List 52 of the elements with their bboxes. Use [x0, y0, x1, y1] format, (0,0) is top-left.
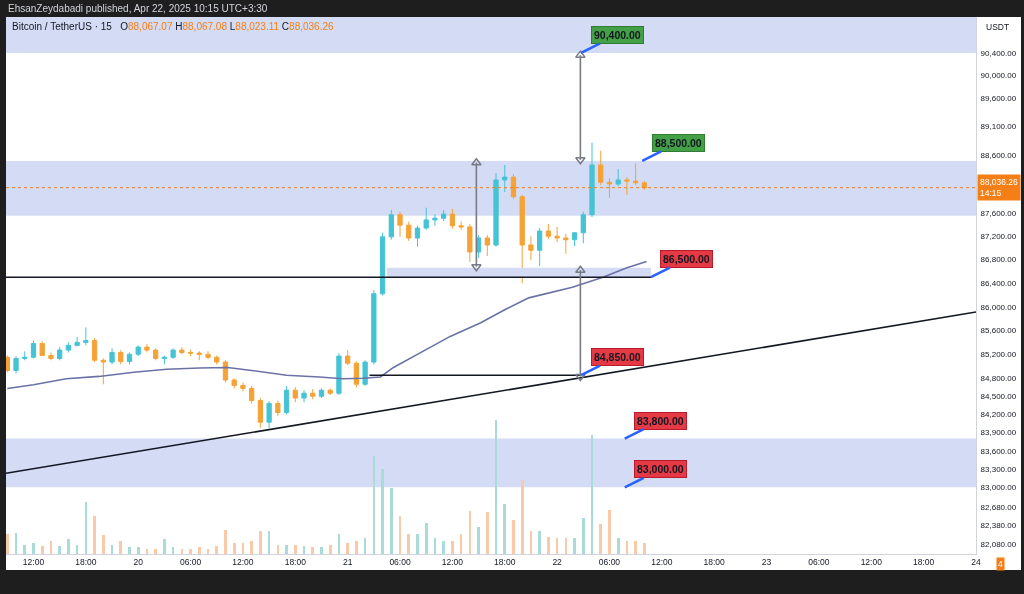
y-tick-label: 90,000.00 — [980, 71, 1017, 81]
x-tick-label: 12:00 — [860, 557, 883, 568]
x-tick-label: 18:00 — [703, 557, 726, 568]
x-tick-label: 18:00 — [494, 557, 516, 568]
x-tick-label: 23 — [761, 557, 772, 568]
y-tick-label: 82,080.00 — [980, 539, 1017, 549]
annotation: 86,500.00 — [663, 253, 710, 265]
x-tick-label: 12:00 — [22, 557, 45, 568]
y-tick-label: 82,680.00 — [980, 502, 1017, 512]
x-tick-label: 21 — [342, 557, 353, 568]
y-tick-label: 86,400.00 — [980, 278, 1017, 288]
ref-line-label: 88,036.26 14:15 — [980, 177, 1019, 199]
x-tick-label: 24 — [971, 557, 981, 568]
x-tick-label: 12:00 — [441, 557, 464, 568]
y-tick-label: 84,800.00 — [980, 374, 1017, 384]
y-tick-label: 85,200.00 — [980, 350, 1017, 360]
x-tick-label: 06:00 — [179, 557, 202, 568]
y-tick-label: 86,000.00 — [980, 302, 1017, 312]
y-tick-label: 88,600.00 — [980, 151, 1017, 161]
text: 4 — [998, 559, 1003, 569]
annotation: 83,000.00 — [637, 463, 684, 475]
y-tick-label: 90,400.00 — [980, 48, 1017, 58]
y-tick-label: 87,600.00 — [980, 208, 1017, 218]
x-tick-label: 06:00 — [598, 557, 621, 568]
x-tick-label: 12:00 — [232, 557, 254, 568]
x-tick-label: 06:00 — [808, 557, 830, 568]
y-tick-label: 85,600.00 — [980, 326, 1017, 336]
annotation: 88,500.00 — [655, 137, 702, 149]
y-tick-label: 83,600.00 — [980, 446, 1017, 456]
y-tick-label: 83,300.00 — [980, 464, 1017, 474]
x-tick-label: 18:00 — [913, 557, 935, 568]
chart-subtitle: Bitcoin / TetherUS · 15 O88,067.07 H88,067.08 L88,023.11 C88,036.26 — [12, 21, 334, 32]
annotation: 90,400.00 — [594, 29, 641, 41]
x-tick-label: 18:00 — [284, 557, 307, 568]
y-tick-label: 84,500.00 — [980, 392, 1017, 402]
y-tick-label: 86,800.00 — [980, 255, 1017, 265]
chart-title: EhsanZeydabadi published, Apr 22, 2025 10:15 UTC+3:30 — [8, 3, 268, 14]
x-tick-label: 12:00 — [651, 557, 673, 568]
x-tick-label: 20 — [133, 557, 144, 568]
x-tick-label: 22 — [552, 557, 563, 568]
annotation: 83,800.00 — [637, 415, 684, 427]
x-tick-label: 18:00 — [75, 557, 97, 568]
y-tick-label: 89,600.00 — [980, 93, 1017, 103]
y-tick-label: 83,000.00 — [980, 483, 1017, 493]
y-tick-label: 87,200.00 — [980, 232, 1017, 242]
y-axis-title: USDT — [986, 22, 1010, 32]
y-tick-label: 83,900.00 — [980, 428, 1017, 438]
annotation: 84,850.00 — [594, 351, 641, 363]
y-tick-label: 82,380.00 — [980, 521, 1017, 531]
y-tick-label: 89,100.00 — [980, 122, 1017, 132]
x-tick-label: 06:00 — [389, 557, 411, 568]
y-tick-label: 84,200.00 — [980, 410, 1017, 420]
